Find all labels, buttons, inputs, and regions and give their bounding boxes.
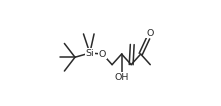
Text: Si: Si <box>86 49 94 57</box>
Text: O: O <box>99 50 106 59</box>
Text: O: O <box>146 29 153 38</box>
Text: OH: OH <box>114 73 129 82</box>
